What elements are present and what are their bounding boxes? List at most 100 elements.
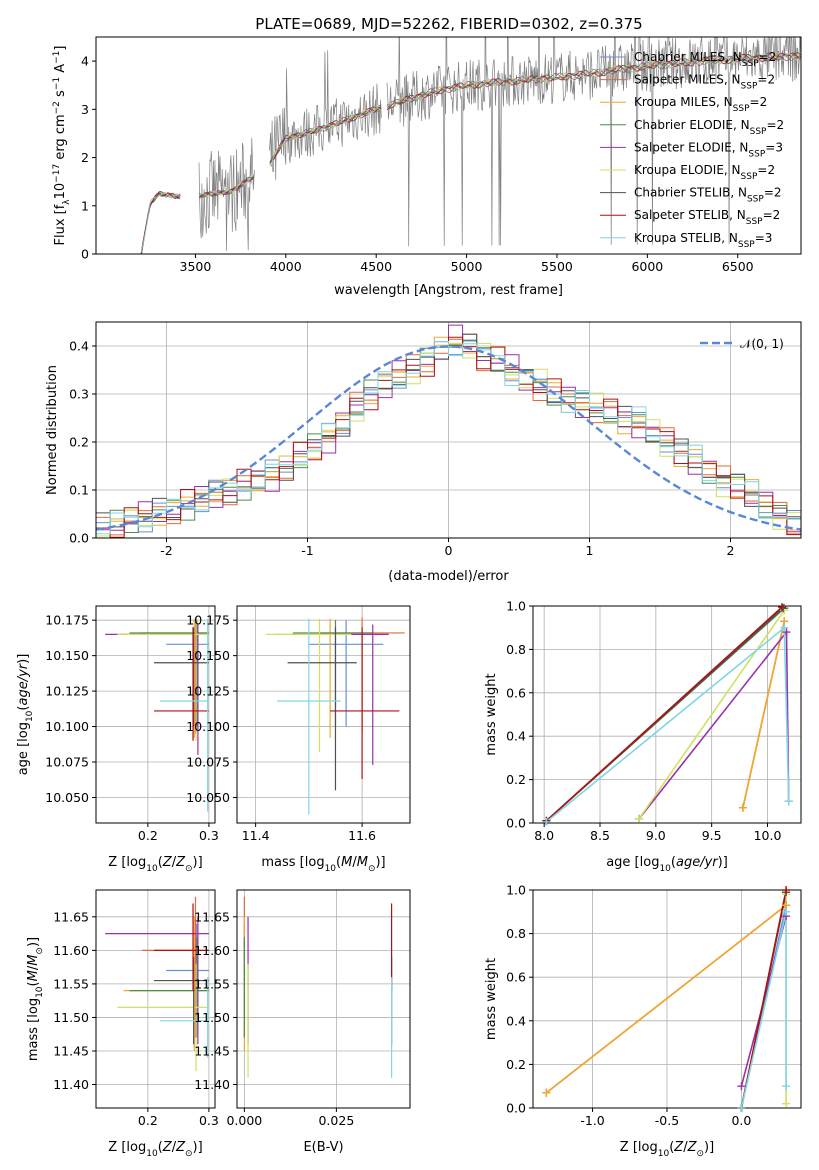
x-axis-label: Z [log10(Z/Z⊙)] [620, 1140, 714, 1159]
x-tick-label: 0.2 [138, 1113, 158, 1128]
residuals-plot-area [96, 324, 801, 538]
legend-entry: Kroupa STELIB, NSSP=3 [634, 231, 772, 250]
x-tick-label: 0.3 [199, 828, 219, 843]
weight-point-marker [779, 604, 788, 613]
weight-point-marker [737, 1104, 746, 1112]
y-tick-label: 0.4 [506, 729, 526, 744]
x-tick-label: -1.0 [580, 1113, 604, 1128]
weight-line-3 [545, 904, 787, 1094]
weight-point-marker [780, 623, 789, 632]
legend-entry: Salpeter STELIB, NSSP=2 [634, 208, 780, 227]
y-tick-label: 11.40 [53, 1077, 89, 1092]
x-tick-label: -1 [301, 543, 313, 558]
mass_vs_EBV-plot-area [243, 896, 393, 1078]
y-tick-label: 11.40 [194, 1077, 230, 1092]
figure-title: PLATE=0689, MJD=52262, FIBERID=0302, z=0… [255, 15, 642, 33]
weight-point-marker [782, 628, 791, 637]
spectrum-axes: 3500 4000 4500 5000 5500 6000 6500 0 1 2 3 4 wavelen… [52, 36, 802, 298]
age_vs_Z-axes: 0.2 0.3 10.050 10.075 10.100 10.125 10.150 10.1… [16, 605, 219, 874]
spectrum-frame [95, 36, 802, 255]
y-tick-label: 11.50 [53, 1010, 89, 1025]
x-tick-label: 5000 [451, 259, 483, 274]
mass_vs_EBV-axes: 0.000 0.025 11.40 11.45 11.50 11.55 11.60 11.65… [194, 889, 411, 1155]
x-axis-label: mass [log10(M/M⊙)] [261, 855, 385, 874]
weight-point-marker [782, 1082, 791, 1091]
y-tick-label: 2 [81, 150, 89, 165]
legend-entry: Chabrier STELIB, NSSP=2 [634, 186, 782, 205]
weight-point-marker [738, 803, 747, 812]
y-tick-label: 0.2 [506, 772, 526, 787]
y-tick-label: 0.8 [506, 642, 526, 657]
weight_vs_Z-plot-area [545, 890, 787, 1108]
y-tick-label: 10.050 [45, 790, 89, 805]
x-tick-label: 0.0 [731, 1113, 751, 1128]
age_vs_mass-frame [236, 605, 411, 824]
y-tick-label: 10.100 [45, 719, 89, 734]
x-tick-label: 9.5 [702, 828, 722, 843]
y-tick-label: 10.075 [45, 755, 89, 770]
weight-point-marker [782, 1099, 791, 1108]
y-tick-label: 1 [81, 198, 89, 213]
y-tick-label: 0.2 [69, 435, 89, 450]
x-tick-label: 4500 [360, 259, 392, 274]
weight_vs_Z-axes: -1.0 -0.5 0.0 0.0 0.2 0.4 0.6 0.8 1.0 Z [log10(Z/… [484, 883, 802, 1159]
y-tick-label: 0.0 [506, 1101, 526, 1116]
x-tick-label: 0.025 [318, 1113, 354, 1128]
y-tick-label: 10.100 [186, 719, 230, 734]
y-tick-label: 1.0 [506, 883, 526, 898]
age_vs_Z-plot-area [105, 617, 209, 812]
weight-point-marker [542, 1088, 551, 1097]
x-axis-label: E(B-V) [303, 1140, 343, 1155]
y-tick-label: 10.125 [45, 684, 89, 699]
y-tick-label: 0.6 [506, 685, 526, 700]
weight-point-marker [542, 817, 551, 826]
y-tick-label: 10.175 [45, 613, 89, 628]
x-tick-label: 2 [727, 543, 735, 558]
weight-point-marker [784, 797, 793, 806]
mass_vs_Z-plot-area [105, 896, 209, 1072]
age_vs_Z-frame [95, 605, 216, 824]
weight-point-marker [778, 603, 787, 612]
residuals-axes: -2 -1 0 1 2 0.0 0.1 0.2 0.3 0.4 (data-model)/error… [45, 321, 802, 584]
weight-line-8 [740, 890, 787, 1108]
x-tick-label: -2 [160, 543, 172, 558]
y-tick-label: 0.0 [69, 531, 89, 546]
y-tick-label: 11.60 [53, 943, 89, 958]
legend-entry: Kroupa MILES, NSSP=2 [634, 95, 767, 114]
weight-point-marker [635, 814, 644, 823]
x-tick-label: 10.0 [754, 828, 782, 843]
y-axis-label: Normed distribution [45, 365, 60, 495]
gaussian-curve [96, 345, 801, 531]
y-axis-label: age [log10(age/yr)] [16, 654, 35, 776]
histogram-series-9 [96, 341, 801, 538]
x-tick-label: 5500 [541, 259, 573, 274]
x-axis-label: Z [log10(Z/Z⊙)] [108, 855, 202, 874]
y-tick-label: 0 [81, 247, 89, 262]
y-tick-label: 11.60 [194, 943, 230, 958]
y-axis-label: mass weight [484, 673, 499, 755]
y-tick-label: 4 [81, 54, 89, 69]
x-axis-label: age [log10(age/yr)] [606, 855, 728, 874]
x-tick-label: 4000 [270, 259, 302, 274]
y-tick-label: 11.50 [194, 1010, 230, 1025]
x-tick-label: 3500 [180, 259, 212, 274]
spectrum-model-line-7 [141, 51, 801, 254]
x-tick-label: 11.6 [348, 828, 376, 843]
y-tick-label: 3 [81, 102, 89, 117]
weight-point-marker [782, 886, 791, 894]
x-tick-label: 9.0 [646, 828, 666, 843]
y-tick-label: 10.150 [186, 648, 230, 663]
legend-entry: Salpeter MILES, NSSP=2 [634, 73, 775, 92]
y-tick-label: 0.1 [69, 483, 89, 498]
spectrum-model-line-9 [140, 52, 801, 253]
legend-entry: Salpeter ELODIE, NSSP=3 [634, 140, 783, 159]
spectrum-model-line-4 [141, 52, 801, 254]
y-tick-label: 11.65 [53, 909, 89, 924]
weight-line-9 [740, 911, 787, 1108]
mass_vs_Z-frame [95, 889, 216, 1109]
y-tick-label: 0.8 [506, 926, 526, 941]
y-tick-label: 11.45 [53, 1043, 89, 1058]
y-axis-label: mass weight [484, 958, 499, 1040]
legend-entry: Chabrier ELODIE, NSSP=2 [634, 118, 784, 137]
y-tick-label: 11.55 [53, 976, 89, 991]
